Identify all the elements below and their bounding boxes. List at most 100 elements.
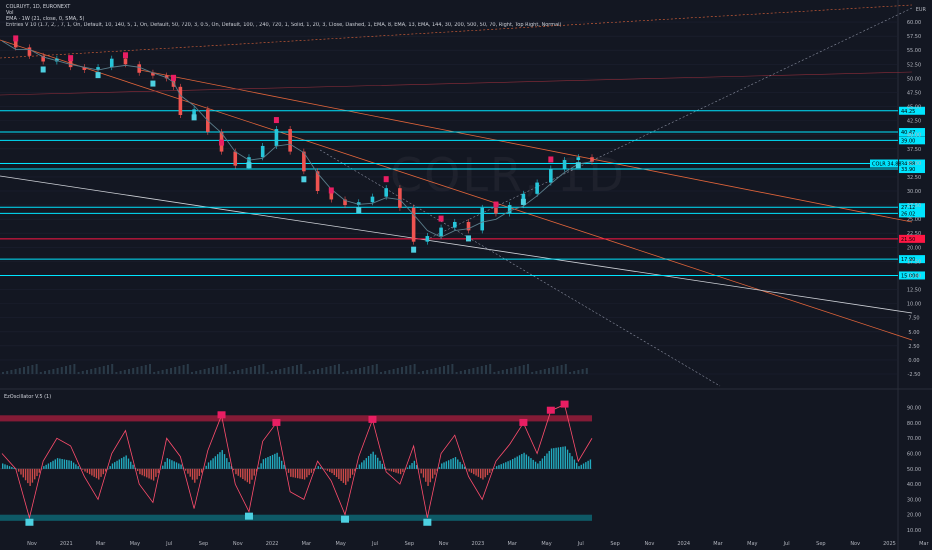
oscillator-histogram-bar [226, 458, 228, 469]
oscillator-histogram-bar [38, 468, 40, 473]
oscillator-histogram-bar [102, 468, 105, 475]
oscillator-histogram-bar [141, 468, 143, 476]
oscillator-histogram-bar [537, 463, 539, 469]
volume-bar [287, 367, 290, 374]
price-tick-label: 60.00 [907, 20, 921, 26]
x-axis-label: Jul [783, 541, 790, 547]
oscillator-histogram-bar [24, 468, 27, 481]
chart-header: COLRUYT, 1D, EURONEXT Vol EMA · 1W (21, … [6, 4, 562, 28]
oscillator-histogram-bar [326, 468, 329, 471]
volume-label[interactable]: Vol [6, 10, 14, 16]
volume-bar [203, 369, 206, 374]
volume-bar [6, 371, 9, 374]
candle-body [549, 168, 553, 183]
volume-bar [560, 365, 563, 374]
volume-bar [430, 369, 433, 374]
level-label: 26.02 [901, 211, 915, 217]
candle-body [178, 86, 183, 115]
volume-bar [581, 369, 584, 374]
oscillator-histogram-bar [194, 468, 196, 483]
oscillator-histogram-bar [370, 453, 372, 469]
x-axis-label: May [541, 541, 551, 547]
level-tag [899, 165, 925, 174]
volume-bar [182, 365, 185, 374]
price-tick-label: 52.50 [907, 62, 921, 68]
oscillator-histogram-bar [107, 468, 109, 470]
oscillator-sell-marker [560, 400, 569, 408]
volume-bar [165, 369, 168, 374]
oscillator-sell-marker [217, 411, 226, 419]
price-tick-label: 5.00 [908, 330, 919, 336]
oscillator-histogram-bar [264, 458, 267, 469]
x-axis-label: Mar [302, 541, 312, 547]
oscillator-histogram-bar [228, 462, 230, 469]
level-label: 33.90 [901, 167, 915, 173]
buy-marker [150, 80, 156, 87]
oscillator-histogram-bar [486, 468, 489, 476]
volume-bar [443, 366, 445, 374]
price-tick-label: 57.50 [907, 34, 921, 40]
oscillator-histogram-bar [489, 468, 491, 473]
oscillator-histogram-bar [491, 468, 493, 471]
oscillator-histogram-bar [493, 468, 496, 469]
oscillator-histogram-bar [118, 459, 121, 469]
sell-marker [328, 187, 334, 194]
candle-body [411, 207, 416, 242]
candle-body [315, 171, 320, 191]
oscillator-histogram-bar [557, 447, 560, 469]
ema-label[interactable]: EMA · 1W (21, close, 0, SMA, 5) [6, 16, 85, 22]
candle-body [384, 188, 388, 197]
oscillator-histogram-bar [212, 458, 214, 469]
oscillator-histogram-bar [70, 460, 73, 469]
oscillator-histogram-bar [379, 460, 381, 469]
oscillator-histogram-bar [207, 462, 210, 469]
volume-bar [35, 364, 38, 374]
trendline-red-upper [0, 71, 913, 96]
volume-bar [304, 372, 307, 374]
volume-bar [569, 372, 571, 374]
price-tick-label: -2.50 [908, 372, 921, 378]
level-tag [899, 128, 925, 137]
oscillator-histogram-bar [361, 462, 363, 469]
x-axis-label: May [747, 541, 757, 547]
volume-bar [39, 372, 42, 374]
level-tag [899, 255, 925, 264]
currency-label[interactable]: EUR [915, 7, 926, 13]
volume-bar [375, 364, 378, 374]
oscillator-title[interactable]: EzOscillator V.5 (1) [4, 394, 52, 400]
volume-bar [266, 372, 269, 374]
oscillator-histogram-bar [317, 466, 319, 469]
volume-bar [86, 370, 88, 374]
volume-bar [149, 364, 151, 374]
oscillator-histogram-bar [146, 468, 148, 478]
oscillator-histogram-bar [246, 468, 249, 483]
price-tick-label: 40.00 [907, 133, 921, 139]
buy-marker [411, 246, 417, 253]
candle-body [439, 227, 443, 237]
volume-bar [2, 372, 4, 374]
oscillator-histogram-bar [415, 464, 418, 469]
volume-bar [107, 365, 109, 374]
oscillator-histogram-bar [306, 468, 308, 478]
oscillator-histogram-bar [338, 468, 340, 479]
oscillator-histogram-bar [2, 463, 4, 469]
volume-bar [14, 369, 17, 374]
oscillator-sell-marker [519, 418, 528, 426]
price-tick-label: 25.00 [907, 217, 921, 223]
oscillator-histogram-bar [452, 458, 454, 469]
buy-marker [40, 66, 46, 73]
indicator-label[interactable]: Entries V 10 (1.7, 2, , 7, 1, On, Defaul… [6, 22, 562, 28]
trendline-dashed-up [429, 7, 913, 239]
volume-bar [31, 365, 34, 374]
oscillator-histogram-bar [358, 464, 361, 469]
volume-bar [522, 365, 525, 374]
sell-marker [13, 35, 19, 42]
volume-bar [405, 366, 408, 374]
oscillator-line [1, 404, 593, 520]
oscillator-histogram-bar [6, 465, 8, 469]
volume-bar [245, 368, 248, 374]
oscillator-histogram-bar [564, 446, 566, 469]
oscillator-histogram-bar [388, 468, 390, 471]
oscillator-histogram-bar [463, 466, 466, 469]
